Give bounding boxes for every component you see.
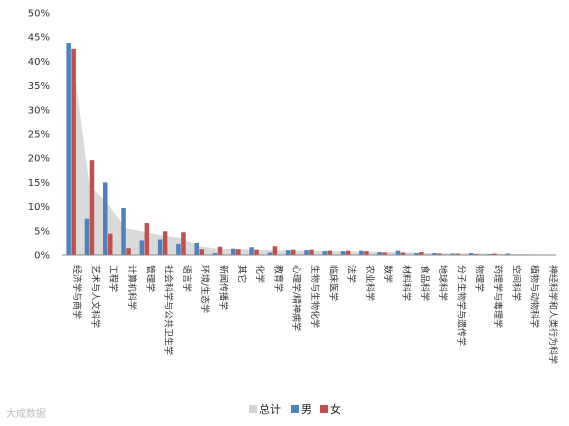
x-tick-label: 工程学	[108, 265, 120, 292]
bar-female	[382, 252, 387, 255]
legend-swatch-female	[320, 405, 328, 413]
x-tick-label: 临床医学	[327, 265, 339, 301]
x-tick-label: 其它	[236, 265, 248, 283]
bar-male	[66, 43, 71, 256]
bar-male	[432, 253, 437, 255]
x-tick-label: 法学	[346, 265, 358, 283]
bar-male	[84, 218, 90, 255]
bar-female	[217, 246, 223, 255]
y-tick-label: 30%	[28, 105, 50, 116]
bar-female	[400, 252, 406, 255]
bar-male	[139, 240, 145, 255]
x-tick-label: 计算机科学	[126, 265, 138, 310]
bar-female	[455, 253, 461, 255]
bar-male	[505, 253, 511, 255]
y-tick-label: 25%	[28, 130, 50, 141]
y-tick-label: 40%	[28, 57, 50, 68]
bar-female	[89, 160, 95, 255]
x-tick-label: 食品科学	[419, 265, 431, 301]
bar-female	[272, 246, 278, 255]
bar-female	[345, 250, 351, 255]
legend: 总计 男 女	[249, 402, 341, 416]
x-tick-label: 经济学与商学	[71, 265, 83, 319]
bar-male	[359, 250, 364, 255]
bar-female	[290, 249, 296, 255]
x-tick-label: 教育学	[272, 265, 284, 292]
x-tick-label: 管理学	[144, 265, 156, 292]
total-area-layer	[71, 46, 547, 255]
x-tick-label: 化学	[254, 265, 266, 283]
bar-female	[309, 249, 314, 255]
bar-female	[107, 233, 113, 255]
y-tick-label: 50%	[28, 9, 50, 20]
bar-female	[327, 250, 333, 255]
bar-female	[144, 223, 150, 255]
bar-male	[450, 253, 456, 255]
bar-male	[194, 242, 199, 255]
x-tick-label: 地球科学	[437, 265, 449, 301]
bar-male	[468, 253, 474, 255]
x-tick-label: 社会科学与公共卫生学	[163, 265, 175, 355]
x-tick-label: 环境/生态学	[199, 265, 211, 313]
bar-female	[419, 252, 424, 255]
legend-label-total: 总计	[259, 402, 281, 416]
x-tick-label: 心理学/精神病学	[291, 265, 303, 331]
y-tick-label: 20%	[28, 154, 50, 165]
bar-male	[395, 250, 401, 255]
bar-male	[121, 208, 126, 255]
x-tick-label: 植物与动物科学	[529, 265, 541, 328]
bar-male	[102, 182, 108, 255]
x-tick-label: 语言学	[181, 265, 193, 292]
x-tick-label: 空间科学	[510, 265, 522, 301]
y-tick-label: 0%	[34, 251, 50, 262]
x-tick-label: 生物与生物化学	[309, 265, 321, 328]
x-tick-label: 物理学	[474, 265, 486, 292]
watermark-logo: 大成数据	[6, 409, 46, 420]
x-tick-label: 分子生物学与遗传学	[455, 265, 467, 346]
bar-male	[285, 250, 291, 255]
x-tick-label: 药理学与毒理学	[492, 265, 504, 328]
bar-male	[176, 243, 181, 255]
bar-female	[199, 249, 204, 255]
bar-female	[162, 231, 168, 255]
bar-male	[231, 248, 236, 255]
bar-female	[181, 232, 186, 255]
legend-swatch-male	[291, 405, 299, 413]
legend-label-male: 男	[301, 403, 312, 416]
x-tick-label: 艺术与人文科学	[89, 265, 101, 328]
bar-layer	[66, 43, 552, 256]
bar-female	[437, 253, 442, 255]
x-tick-label: 农业科学	[364, 265, 376, 301]
bar-female	[254, 249, 259, 255]
bar-male	[304, 250, 309, 255]
x-tick-label: 神经科学和人类行为科学	[547, 265, 559, 364]
bar-female	[71, 48, 76, 255]
bar-male	[414, 253, 419, 255]
x-tick-label: 材料科学	[400, 265, 412, 301]
y-axis: 0% 5% 10% 15% 20% 25% 30% 35% 40% 45% 50%	[28, 9, 50, 262]
bar-male	[249, 247, 254, 255]
bar-male	[340, 251, 346, 255]
y-tick-label: 10%	[28, 202, 50, 213]
y-tick-label: 15%	[28, 178, 50, 189]
x-tick-label: 数学	[382, 265, 394, 283]
bar-male	[157, 239, 163, 255]
legend-swatch-total	[249, 405, 257, 413]
total-area	[71, 46, 547, 255]
x-tick-label: 新闻传播学	[218, 265, 230, 310]
y-tick-label: 35%	[28, 81, 50, 92]
x-axis: 经济学与商学 艺术与人文科学 工程学 计算机科学 管理学 社会科学与公共卫生学 语言学 环境/…	[62, 254, 559, 364]
bar-male	[377, 252, 382, 255]
bar-female	[492, 253, 497, 255]
bar-female	[364, 251, 369, 255]
legend-label-female: 女	[330, 402, 341, 416]
y-tick-label: 45%	[28, 33, 50, 44]
bar-male	[267, 252, 273, 255]
bar-male	[212, 253, 218, 255]
bar-female	[236, 249, 241, 255]
bar-male	[322, 251, 328, 255]
bar-female	[126, 248, 131, 255]
y-tick-label: 5%	[34, 226, 50, 237]
